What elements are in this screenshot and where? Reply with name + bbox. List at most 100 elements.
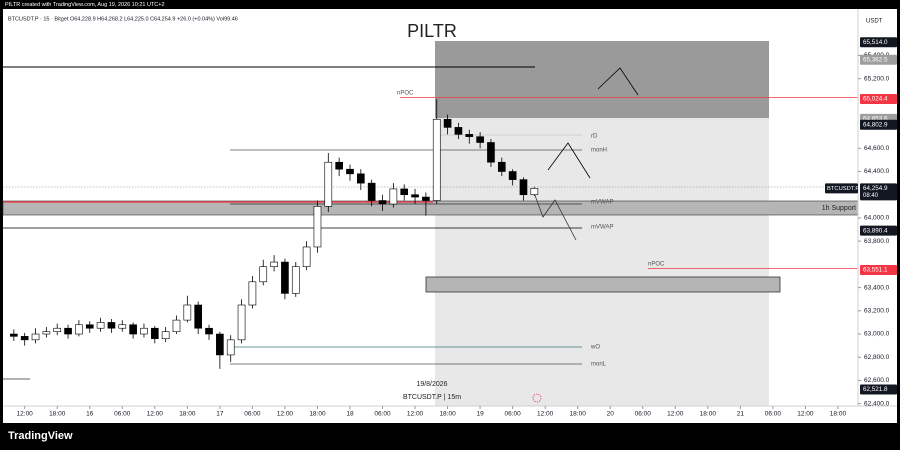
candle-body — [118, 324, 127, 329]
candle-body — [422, 196, 430, 201]
candle-body — [270, 261, 278, 268]
candle-body — [129, 324, 137, 335]
support-band — [2, 200, 859, 216]
candle-body — [389, 188, 398, 205]
y-tick-label: 63,200.0 — [864, 308, 890, 315]
candle-body — [281, 261, 289, 294]
annotation: BTCUSDT.P | 15m — [403, 394, 461, 401]
price-label: 64,802.9 — [863, 121, 888, 128]
price-label: 65,362.5 — [863, 56, 888, 63]
candle-body — [183, 304, 192, 321]
annotation: mVWAP — [591, 225, 613, 231]
x-tick-label: 12:00 — [17, 411, 34, 418]
annotation: nPOC — [397, 91, 414, 97]
logo: TradingView — [8, 430, 73, 442]
price-label: 64,853.6 — [863, 116, 888, 123]
candle-body — [10, 333, 18, 337]
y-tick-label: 64,000.0 — [864, 215, 890, 222]
candle-body — [96, 322, 105, 329]
zone-dark — [435, 41, 769, 118]
candle-body — [530, 188, 539, 196]
legend-text: BTCUSDT.P · 15 · Bitget O64,228.9 H64,26… — [8, 16, 238, 22]
candle-body — [20, 336, 29, 341]
candle-body — [378, 200, 387, 205]
candle-body — [411, 194, 419, 198]
current-price-box — [860, 183, 897, 201]
candle-body — [150, 327, 159, 339]
price-label-box — [860, 119, 897, 130]
candle-body — [324, 161, 333, 207]
candle-body — [302, 246, 311, 268]
y-tick-label: 62,600.0 — [864, 377, 890, 384]
candle-body — [346, 168, 354, 175]
annotation: wO — [590, 345, 600, 351]
x-tick-label: 18:00 — [439, 411, 456, 418]
x-tick-label: 17 — [216, 411, 224, 418]
price-label: 63,890.4 — [863, 227, 888, 234]
annotation: monL — [591, 362, 607, 368]
annotation: 19/8/2026 — [416, 381, 447, 388]
header-text: PILTR created with TradingView.com, Aug … — [5, 2, 165, 8]
candle-body — [454, 127, 463, 135]
symbol-label: BTCUSDT.P — [827, 186, 859, 192]
price-label-box — [860, 384, 897, 395]
candle-body — [400, 188, 409, 196]
candle-body — [226, 339, 235, 356]
candle-body — [194, 304, 203, 329]
annotation: mVWAP — [591, 200, 613, 206]
chart-title: PILTR — [407, 21, 457, 41]
candle-body — [85, 324, 94, 329]
price-label-box — [860, 54, 897, 65]
x-tick-label: 20 — [607, 411, 615, 418]
candle-body — [313, 206, 322, 248]
x-tick-label: 06:00 — [374, 411, 391, 418]
countdown: 08:40 — [863, 193, 879, 199]
annotation: rD — [591, 134, 598, 140]
candle-body — [508, 171, 517, 180]
y-tick-label: 62,400.0 — [864, 400, 890, 407]
x-tick-label: 12:00 — [797, 411, 814, 418]
x-tick-label: 18:00 — [830, 411, 847, 418]
x-tick-label: 18:00 — [49, 411, 66, 418]
candle-body — [205, 327, 213, 335]
symbol-box — [825, 183, 858, 194]
x-tick-label: 18:00 — [179, 411, 196, 418]
x-tick-label: 18:00 — [570, 411, 587, 418]
x-tick-label: 21 — [737, 411, 745, 418]
x-tick-label: 19 — [476, 411, 484, 418]
candle-body — [75, 324, 83, 335]
candle-body — [172, 319, 181, 333]
x-tick-label: 12:00 — [277, 411, 294, 418]
x-tick-label: 16 — [86, 411, 94, 418]
arrow — [532, 189, 577, 241]
arrow — [547, 142, 591, 179]
arrow — [597, 67, 639, 96]
x-tick-label: 06:00 — [114, 411, 131, 418]
candle-body — [367, 182, 376, 201]
x-tick-label: 18:00 — [700, 411, 717, 418]
price-label: 65,024.4 — [863, 96, 888, 103]
price-label-box — [860, 94, 897, 105]
x-tick-label: 12:00 — [407, 411, 424, 418]
candle-body — [161, 331, 170, 339]
y-tick-label: 62,800.0 — [864, 354, 890, 361]
candle-body — [443, 118, 452, 128]
candle-body — [140, 327, 148, 335]
x-tick-label: 06:00 — [635, 411, 652, 418]
price-label-box — [860, 225, 897, 236]
candle-body — [335, 161, 343, 170]
candle-body — [248, 281, 257, 306]
candle-body — [432, 118, 441, 201]
candle-body — [259, 266, 268, 283]
candle-body — [476, 136, 484, 143]
x-tick-label: 12:00 — [667, 411, 684, 418]
candle-body — [465, 134, 474, 137]
y-tick-label: 63,000.0 — [864, 331, 890, 338]
candle-body — [357, 173, 365, 184]
x-tick-label: 06:00 — [504, 411, 521, 418]
candle-body — [31, 333, 40, 341]
zone-box — [425, 276, 781, 293]
candle-body — [497, 161, 506, 172]
x-tick-label: 18 — [346, 411, 354, 418]
